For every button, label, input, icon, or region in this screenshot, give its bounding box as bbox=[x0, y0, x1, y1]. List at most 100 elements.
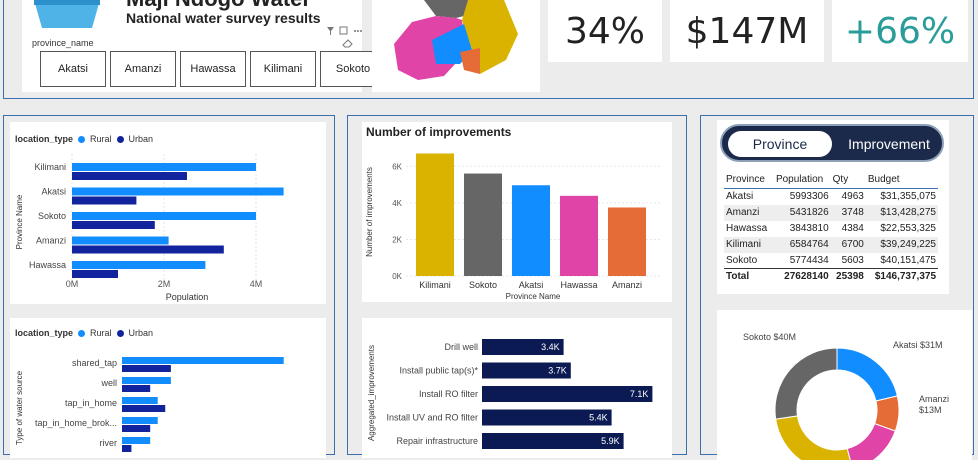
data-label: 7.1K bbox=[630, 389, 649, 399]
cell: 3748 bbox=[830, 204, 866, 221]
y-tick-label: tap_in_home bbox=[65, 398, 117, 408]
bar bbox=[416, 153, 454, 276]
y-tick-label: tap_in_home_brok... bbox=[35, 418, 117, 428]
y-tick-label: Kilimani bbox=[34, 162, 66, 172]
x-axis-title: Province Name bbox=[506, 292, 561, 301]
budget-donut-chart: Sokoto $40M Akatsi $31M Amanzi$13M bbox=[743, 332, 949, 460]
cell: Amanzi bbox=[724, 204, 774, 221]
cell: 6584764 bbox=[773, 236, 831, 253]
legend-urban-label: Urban bbox=[128, 134, 154, 144]
table-row: Sokoto 5774434 5603 $40,151,475 bbox=[724, 253, 938, 269]
eraser-icon[interactable] bbox=[342, 38, 354, 48]
bar-urban bbox=[72, 221, 155, 229]
toggle-province[interactable]: Province bbox=[728, 131, 832, 157]
legend-urban-label: Urban bbox=[128, 328, 154, 338]
y-tick-label: Sokoto bbox=[38, 211, 66, 221]
table-row: Akatsi 5993306 4963 $31,355,075 bbox=[724, 189, 938, 205]
donut-slice bbox=[836, 347, 898, 402]
aggregated-chart: Drill well 3.4K Install public tap(s)* 3.7K… bbox=[367, 339, 653, 449]
title-card: Maji Ndogo Water National water survey r… bbox=[22, 0, 386, 92]
donut-label-akatsi: Akatsi $31M bbox=[893, 340, 943, 350]
x-tick-label: 4M bbox=[250, 279, 263, 289]
legend-rural-label: Rural bbox=[90, 134, 112, 144]
bar bbox=[560, 195, 598, 276]
bar bbox=[608, 207, 646, 276]
y-axis-title: Aggregated_improvements bbox=[367, 345, 376, 441]
x-tick-label: Amanzi bbox=[612, 280, 642, 290]
bar-rural bbox=[122, 397, 158, 404]
cell: Akatsi bbox=[726, 191, 754, 203]
province-map bbox=[372, 0, 540, 92]
bar bbox=[464, 173, 502, 276]
bar-rural bbox=[72, 163, 256, 171]
y-tick-label: Repair infrastructure bbox=[396, 436, 478, 446]
map-region-amanzi bbox=[460, 48, 480, 74]
y-tick-label: Amanzi bbox=[36, 236, 66, 246]
cell: $31,355,075 bbox=[880, 191, 936, 203]
toggle-improvement[interactable]: Improvement bbox=[848, 136, 930, 152]
kpi-change: +66% bbox=[832, 0, 968, 62]
donut-label-amanzi-value: $13M bbox=[919, 405, 942, 415]
cell: 5993306 bbox=[789, 191, 829, 203]
bar-rural bbox=[72, 261, 206, 269]
legend-urban-dot bbox=[116, 329, 124, 337]
y-tick-label: well bbox=[100, 378, 117, 388]
col-population[interactable]: Population bbox=[773, 171, 831, 189]
legend-rural-label: Rural bbox=[90, 328, 112, 338]
province-population-card: location_type Rural Urban 0M 2M 4M Kilimani… bbox=[10, 122, 326, 304]
bar-urban bbox=[72, 245, 224, 254]
cell: 5431826 bbox=[773, 204, 831, 221]
bar bbox=[482, 433, 624, 449]
x-tick-label: 2M bbox=[158, 279, 171, 289]
x-tick-label: Kilimani bbox=[419, 280, 451, 290]
cell: 5603 bbox=[841, 254, 864, 266]
cell: 6700 bbox=[830, 236, 866, 253]
bar-rural bbox=[122, 357, 284, 364]
province-legend-title: location_type bbox=[15, 134, 74, 144]
slicer-button-hawassa[interactable]: Hawassa bbox=[180, 51, 246, 87]
bar-urban bbox=[122, 385, 151, 392]
view-toggle[interactable]: Province Improvement bbox=[720, 124, 944, 162]
bar-rural bbox=[122, 417, 158, 424]
map-region-sokoto bbox=[424, 0, 472, 18]
filter-icon[interactable] bbox=[325, 26, 365, 36]
source-legend: location_type Rural Urban bbox=[15, 328, 153, 338]
slicer-button-amanzi[interactable]: Amanzi bbox=[110, 51, 176, 87]
col-province[interactable]: Province bbox=[724, 171, 774, 189]
y-tick-label: Install RO filter bbox=[419, 389, 478, 399]
cell: 27628140 bbox=[773, 268, 831, 285]
aggregated-card: Drill well 3.4K Install public tap(s)* 3.7K… bbox=[362, 318, 672, 458]
y-tick-label: Hawassa bbox=[29, 260, 66, 270]
bar-urban bbox=[122, 445, 132, 452]
y-axis-title: Type of water source bbox=[15, 370, 24, 445]
x-tick-label: Sokoto bbox=[469, 280, 497, 290]
slicer-label: province_name bbox=[32, 38, 94, 48]
dashboard-title: Maji Ndogo Water bbox=[126, 0, 311, 12]
table-row: Kilimani 6584764 6700 $39,249,225 bbox=[724, 236, 938, 253]
bar-urban bbox=[72, 196, 137, 205]
col-qty[interactable]: Qty bbox=[830, 171, 866, 189]
bar bbox=[512, 185, 550, 276]
slicer-button-kilimani[interactable]: Kilimani bbox=[250, 51, 316, 87]
bar bbox=[482, 362, 571, 379]
donut-slice bbox=[846, 422, 896, 460]
data-label: 5.9K bbox=[601, 436, 620, 446]
donut-slice bbox=[774, 347, 838, 420]
slicer-button-akatsi[interactable]: Akatsi bbox=[40, 51, 106, 87]
cell: $146,737,375 bbox=[865, 268, 938, 285]
table-header: Province Population Qty Budget bbox=[724, 171, 938, 189]
kpi-budget: $147M bbox=[670, 0, 824, 62]
y-tick-label: 0K bbox=[392, 272, 402, 281]
cell: 5774434 bbox=[789, 254, 829, 266]
improvements-card: Number of improvements 0K 2K 4K 6K Kilimani S… bbox=[362, 122, 672, 302]
cell: Total bbox=[724, 268, 774, 285]
y-tick-label: Install public tap(s)* bbox=[399, 366, 478, 376]
x-axis-title: Population bbox=[166, 292, 209, 302]
y-tick-label: river bbox=[100, 438, 118, 448]
dashboard-subtitle: National water survey results bbox=[126, 10, 321, 26]
cell: Hawassa bbox=[726, 223, 768, 234]
data-label: 3.7K bbox=[548, 366, 567, 376]
col-budget[interactable]: Budget bbox=[865, 171, 938, 189]
cell: Kilimani bbox=[724, 236, 774, 253]
